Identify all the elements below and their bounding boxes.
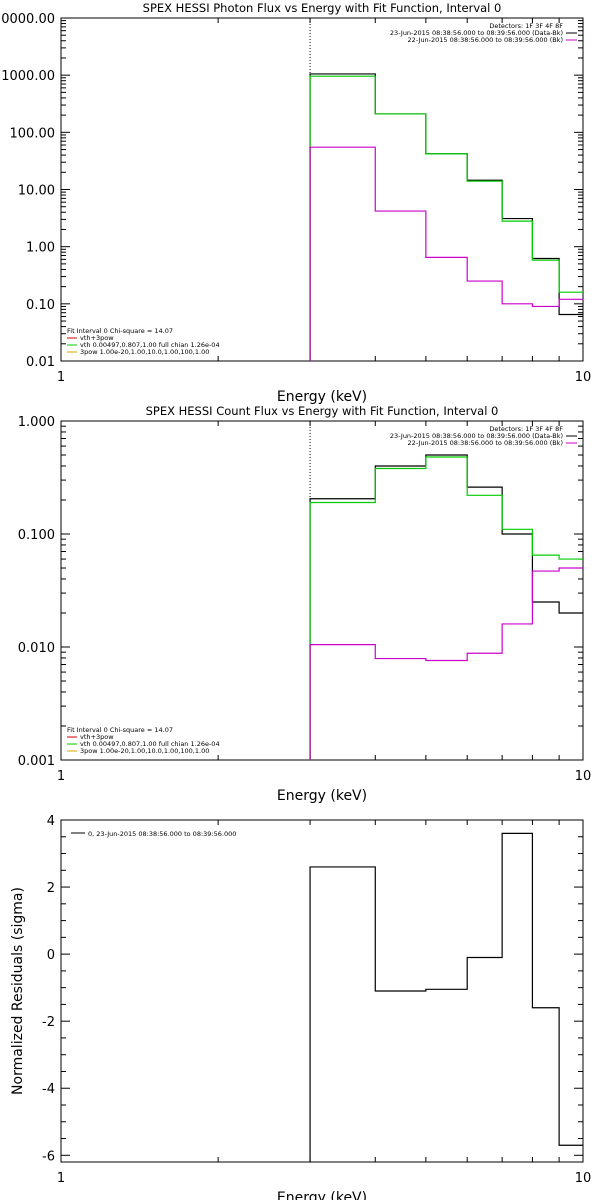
y-tick-label: 0.001 [18,754,55,769]
y-tick-label: 1.00 [26,241,55,256]
legend-fit-item: 3pow 1.00e-20,1.00,10.0,1.00,100,1.00 [80,348,209,356]
y-tick-label: 100.00 [10,126,56,141]
y-tick-label: 1000.00 [1,69,55,84]
x-tick-label: 10 [575,1171,592,1186]
series-line-2 [309,567,583,760]
series-line-0 [309,73,583,361]
y-tick-label: 0.10 [26,298,55,313]
legend-data-interval: 23-Jun-2015 08:38:56.000 to 08:39:56.000… [390,432,563,440]
legend-fit-header: Fit Interval 0 Chi-square = 14.07 [67,726,173,734]
series-line-0 [309,832,583,1162]
series-line-1 [309,456,583,760]
legend-detectors: Detectors: 1F 3F 4F 8F [489,425,563,433]
y-tick-label: -4 [42,1082,55,1097]
plot-frame [60,17,584,362]
y-tick-label: 0.100 [18,528,55,543]
x-axis-label: Energy (keV) [277,788,367,804]
y-axis-label: Normalized Residuals (sigma) [10,887,26,1095]
x-tick-label: 1 [57,1171,65,1186]
y-tick-label: 1.000 [18,415,55,430]
chart-title: SPEX HESSI Photon Flux vs Energy with Fi… [143,1,502,15]
series-line-2 [309,146,583,361]
legend-fit-item: vth 0.00497,0.807,1.00 full chian 1.26e-… [80,341,220,349]
legend-fit-item: vth+3pow [80,733,114,741]
y-tick-label: 0.010 [18,641,55,656]
series-line-0 [309,454,583,760]
y-tick-label: 10.00 [18,184,55,199]
x-axis-label: Energy (keV) [277,389,367,405]
x-tick-label: 1 [57,370,65,385]
legend-fit-item: vth 0.00497,0.807,1.00 full chian 1.26e-… [80,740,220,748]
legend-data-interval: 23-Jun-2015 08:38:56.000 to 08:39:56.000… [390,29,563,37]
x-tick-label: 10 [575,769,592,784]
y-tick-label: -2 [42,1015,55,1030]
legend-fit-item: 3pow 1.00e-20,1.00,10.0,1.00,100,1.00 [80,747,209,755]
legend-bk-interval: 22-Jun-2015 08:38:56.000 to 08:39:56.000… [408,439,563,447]
y-tick-label: -6 [42,1149,55,1164]
y-tick-label: 0.01 [26,355,55,370]
x-tick-label: 1 [57,769,65,784]
chart-title: SPEX HESSI Count Flux vs Energy with Fit… [146,404,499,418]
x-axis-label: Energy (keV) [277,1190,367,1200]
legend-fit-header: Fit Interval 0 Chi-square = 14.07 [67,327,173,335]
x-tick-label: 10 [575,370,592,385]
plot-frame [60,819,584,1163]
plot-frame [60,420,584,761]
y-tick-label: 0000.00 [1,12,55,27]
legend-fit-item: vth+3pow [80,334,114,342]
residual-legend-label: 0, 23-Jun-2015 08:38:56.000 to 08:39:56.… [88,830,236,838]
legend-bk-interval: 22-Jun-2015 08:38:56.000 to 08:39:56.000… [408,36,563,44]
y-tick-label: 0 [47,948,55,963]
series-line-1 [309,75,583,361]
y-tick-label: 2 [47,881,55,896]
legend-detectors: Detectors: 1F 3F 4F 8F [489,22,563,30]
y-tick-label: 4 [47,814,55,829]
